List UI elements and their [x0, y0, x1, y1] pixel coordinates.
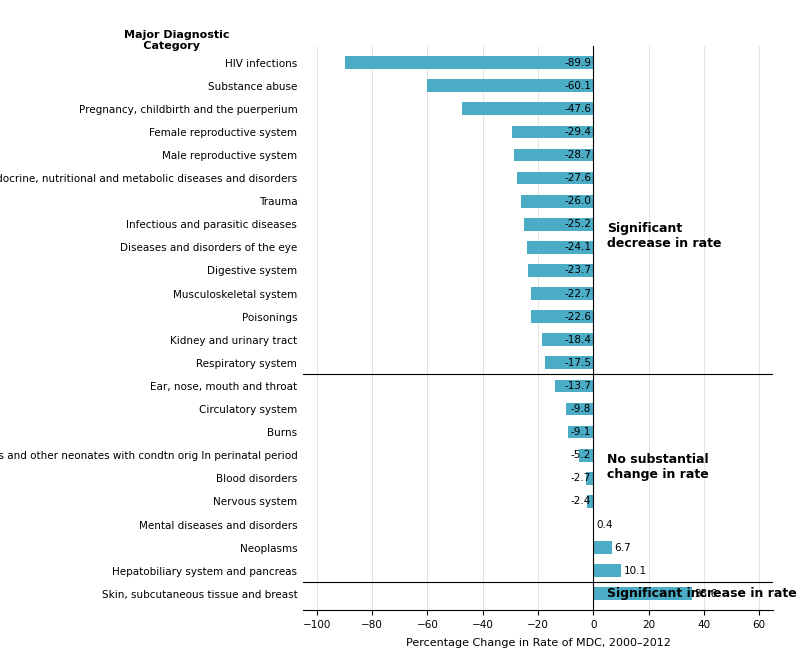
- Bar: [514, 149, 593, 161]
- Bar: [524, 218, 593, 231]
- Text: Major Diagnostic
     Category: Major Diagnostic Category: [124, 29, 230, 51]
- Bar: [512, 125, 593, 138]
- Text: -26.0: -26.0: [564, 196, 591, 206]
- Text: -28.7: -28.7: [564, 150, 591, 160]
- Text: -5.2: -5.2: [571, 450, 591, 460]
- X-axis label: Percentage Change in Rate of MDC, 2000–2012: Percentage Change in Rate of MDC, 2000–2…: [406, 638, 670, 648]
- Bar: [521, 195, 593, 208]
- Bar: [593, 587, 692, 600]
- Bar: [556, 380, 593, 392]
- Text: -2.7: -2.7: [571, 473, 591, 483]
- Bar: [543, 333, 593, 346]
- Bar: [427, 80, 593, 92]
- Text: -22.7: -22.7: [564, 288, 591, 298]
- Text: 10.1: 10.1: [623, 566, 646, 575]
- Bar: [593, 564, 621, 577]
- Bar: [545, 357, 593, 369]
- Bar: [344, 56, 593, 69]
- Text: -60.1: -60.1: [564, 81, 591, 91]
- Text: 0.4: 0.4: [597, 520, 613, 530]
- Text: -29.4: -29.4: [564, 127, 591, 137]
- Text: 35.6: 35.6: [694, 589, 717, 599]
- Bar: [531, 310, 593, 323]
- Bar: [517, 172, 593, 184]
- Bar: [579, 449, 593, 461]
- Text: -9.8: -9.8: [571, 404, 591, 414]
- Bar: [528, 264, 593, 276]
- Text: -23.7: -23.7: [564, 265, 591, 275]
- Bar: [461, 102, 593, 115]
- Text: -25.2: -25.2: [564, 219, 591, 229]
- Text: -9.1: -9.1: [571, 427, 591, 437]
- Text: Significant
decrease in rate: Significant decrease in rate: [607, 222, 721, 250]
- Bar: [527, 241, 593, 254]
- Text: -47.6: -47.6: [564, 104, 591, 114]
- Text: -13.7: -13.7: [564, 381, 591, 391]
- Bar: [587, 495, 593, 508]
- Text: -2.4: -2.4: [571, 497, 591, 507]
- Text: -89.9: -89.9: [564, 58, 591, 68]
- Bar: [568, 426, 593, 438]
- Text: Significant increase in rate: Significant increase in rate: [607, 587, 797, 600]
- Bar: [586, 472, 593, 485]
- Text: -18.4: -18.4: [564, 335, 591, 345]
- Text: -22.6: -22.6: [564, 312, 591, 322]
- Bar: [593, 518, 595, 531]
- Bar: [593, 541, 612, 554]
- Text: No substantial
change in rate: No substantial change in rate: [607, 453, 709, 481]
- Text: -27.6: -27.6: [564, 173, 591, 183]
- Bar: [531, 287, 593, 300]
- Text: -24.1: -24.1: [564, 243, 591, 253]
- Text: 6.7: 6.7: [614, 542, 630, 552]
- Bar: [566, 402, 593, 416]
- Text: -17.5: -17.5: [564, 358, 591, 368]
